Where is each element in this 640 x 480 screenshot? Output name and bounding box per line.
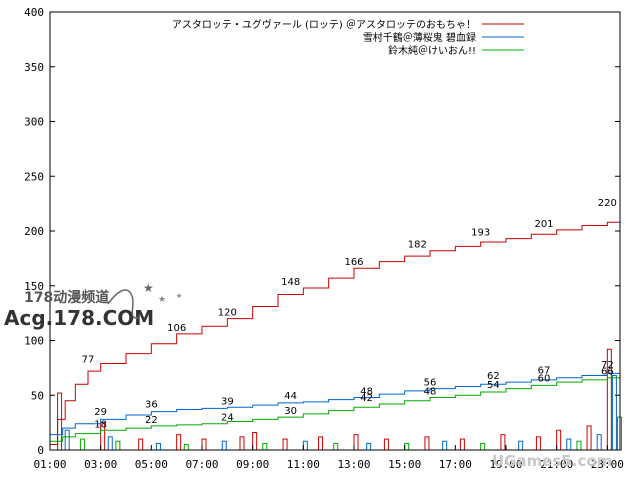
point-label-2-7: 60 — [538, 373, 551, 384]
x-tick-label-2: 05:00 — [135, 458, 168, 471]
point-label-1-6: 62 — [487, 371, 500, 382]
point-label-0-1: 106 — [167, 323, 186, 334]
watermark-bottom-text: Acg.178.COM — [4, 306, 154, 330]
point-label-2-6: 54 — [487, 380, 500, 391]
legend-label-2: 鈴木純＠けいおん!! — [388, 44, 476, 57]
y-tick-label-1: 50 — [31, 389, 44, 402]
point-label-2-5: 48 — [424, 386, 437, 397]
point-label-0-4: 166 — [344, 257, 363, 268]
x-tick-label-6: 13:00 — [337, 458, 370, 471]
point-label-2-2: 24 — [221, 413, 234, 424]
point-label-1-3: 44 — [284, 391, 297, 402]
watermark-star-small-icon: ★ — [158, 295, 166, 305]
y-tick-label-2: 100 — [24, 335, 44, 348]
axes-layer: 0 50 100 150 200 250 300 350 400 01:00 03:00 05:00 0… — [24, 6, 624, 471]
point-label-1-4: 48 — [360, 386, 373, 397]
point-label-1-1: 36 — [145, 400, 158, 411]
x-tick-label-11: 23:00 — [591, 458, 624, 471]
y-tick-label-0: 0 — [37, 444, 44, 457]
legend: アスタロッテ・ユグヴァール (ロッテ) ＠アスタロッテのおもちゃ！雪村千鶴＠薄桜… — [172, 18, 524, 57]
point-label-2-0: 18 — [94, 419, 107, 430]
y-tick-label-7: 350 — [24, 61, 44, 74]
x-tick-label-10: 21:00 — [540, 458, 573, 471]
watermark-star-icon: ★ — [143, 281, 154, 295]
point-label-0-0: 77 — [82, 355, 95, 366]
x-tick-label-1: 03:00 — [84, 458, 117, 471]
series-line-2 — [50, 375, 621, 442]
point-label-2-3: 30 — [284, 406, 297, 417]
line-layer — [50, 220, 621, 446]
x-tick-label-5: 11:00 — [287, 458, 320, 471]
watermark-corner-text: UGames5.com — [492, 452, 612, 470]
point-label-1-8: 72 — [601, 360, 614, 371]
y-tick-label-6: 300 — [24, 116, 44, 129]
x-tick-label-9: 19:00 — [489, 458, 522, 471]
watermark-top-text: 178动漫频道 — [24, 289, 109, 306]
x-tick-label-4: 09:00 — [236, 458, 269, 471]
x-tick-label-7: 15:00 — [388, 458, 421, 471]
point-label-2-1: 22 — [145, 415, 158, 426]
watermark-178: 178动漫频道 Acg.178.COM ★ ★ ★ — [4, 281, 182, 330]
point-label-0-3: 148 — [281, 277, 300, 288]
x-tick-label-8: 17:00 — [439, 458, 472, 471]
point-label-1-0: 29 — [94, 407, 107, 418]
point-label-0-2: 120 — [218, 308, 237, 319]
point-label-0-5: 182 — [408, 240, 427, 251]
watermark-star-tiny-icon: ★ — [176, 292, 182, 300]
point-label-0-6: 193 — [471, 228, 490, 239]
y-tick-label-5: 250 — [24, 170, 44, 183]
point-label-0-7: 201 — [534, 219, 553, 230]
y-tick-label-4: 200 — [24, 225, 44, 238]
watermark-swirl-icon — [107, 289, 141, 319]
x-tick-label-0: 01:00 — [33, 458, 66, 471]
point-label-2-8: 66 — [601, 367, 614, 378]
point-label-1-7: 67 — [538, 366, 551, 377]
point-label-1-5: 56 — [424, 378, 437, 389]
y-tick-label-3: 150 — [24, 280, 44, 293]
point-label-1-2: 39 — [221, 396, 234, 407]
legend-label-0: アスタロッテ・ユグヴァール (ロッテ) ＠アスタロッテのおもちゃ！ — [172, 18, 476, 31]
series-line-0 — [50, 220, 621, 446]
point-label-0-8: 220 — [598, 198, 617, 209]
x-tick-label-3: 07:00 — [185, 458, 218, 471]
series-line-1 — [50, 371, 621, 436]
y-tick-label-8: 400 — [24, 6, 44, 19]
point-label-2-4: 42 — [360, 393, 373, 404]
legend-label-1: 雪村千鶴＠薄桜鬼 碧血録 — [363, 31, 476, 44]
